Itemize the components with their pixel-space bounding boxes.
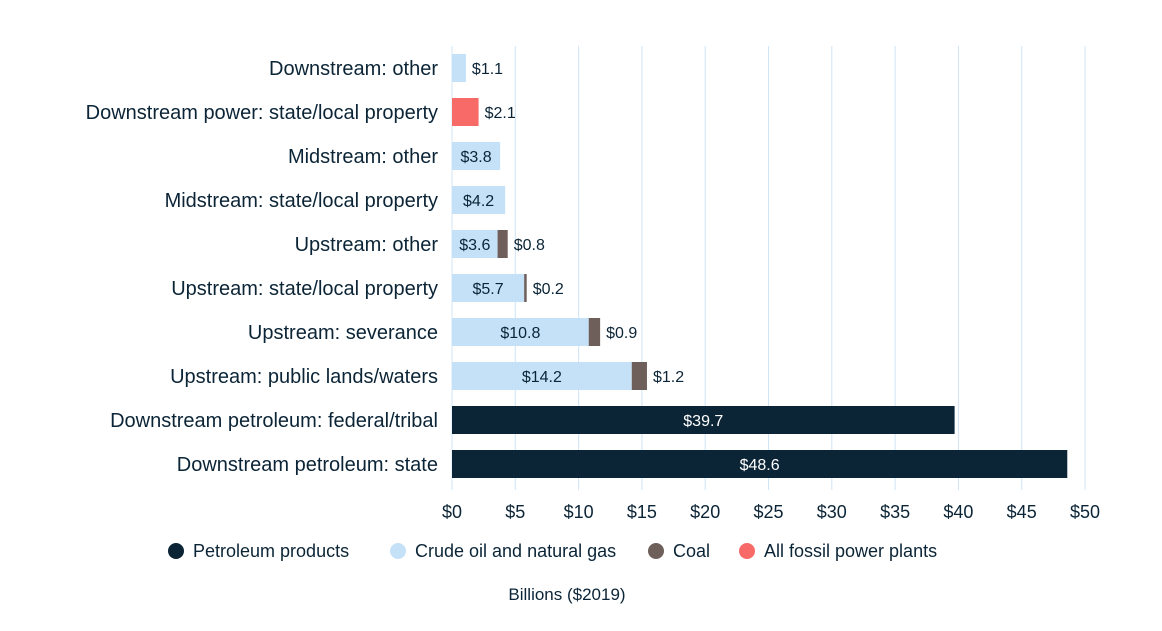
category-label: Upstream: state/local property [171, 278, 438, 300]
bar-segment [452, 54, 466, 82]
category-label: Midstream: other [288, 146, 438, 168]
data-label: $1.1 [472, 61, 503, 78]
x-tick-label: $25 [753, 502, 783, 522]
bar-segment [452, 186, 506, 214]
data-label: $10.8 [500, 325, 540, 342]
x-tick-label: $35 [880, 502, 910, 522]
x-tick-label: $20 [690, 502, 720, 522]
data-label: $3.8 [460, 149, 491, 166]
bar-segment [452, 450, 1068, 478]
legend-label: Petroleum products [193, 541, 349, 561]
data-label: $5.7 [473, 281, 504, 298]
category-label: Upstream: severance [248, 322, 438, 344]
x-tick-label: $50 [1070, 502, 1100, 522]
category-label: Upstream: public lands/waters [170, 366, 438, 388]
x-tick-label: $5 [505, 502, 525, 522]
category-label: Upstream: other [295, 234, 439, 256]
data-label: $0.8 [514, 237, 545, 254]
data-label: $0.9 [606, 325, 637, 342]
legend-item: Coal [648, 541, 710, 561]
x-axis-tick-labels: $0 $5 $10 $15 $20 $25 $30 $35 $40 $45 $50 [442, 502, 1100, 522]
legend-item: All fossil power plants [739, 541, 937, 561]
bar-segment [452, 230, 498, 258]
x-tick-label: $40 [943, 502, 973, 522]
legend-swatch [739, 543, 755, 559]
legend-swatch [648, 543, 664, 559]
legend-label: All fossil power plants [764, 541, 937, 561]
bar-segment [452, 406, 955, 434]
legend-label: Coal [673, 541, 710, 561]
legend-swatch [168, 543, 184, 559]
x-tick-label: $15 [627, 502, 657, 522]
bar-segment [452, 142, 501, 170]
data-label: $2.1 [485, 105, 516, 122]
bar-segment [452, 98, 479, 126]
data-label: $48.6 [740, 457, 780, 474]
category-label: Downstream petroleum: state [177, 454, 438, 476]
bar-segment [452, 362, 632, 390]
x-tick-label: $45 [1007, 502, 1037, 522]
category-label: Downstream power: state/local property [86, 102, 438, 124]
legend-item: Crude oil and natural gas [390, 541, 616, 561]
bar-segment [452, 318, 589, 346]
legend-item: Petroleum products [168, 541, 349, 561]
x-axis-title: Billions ($2019) [508, 585, 625, 604]
category-label: Downstream: other [269, 58, 438, 80]
data-label: $3.6 [459, 237, 490, 254]
bar-segment [497, 230, 508, 258]
bar-segment [524, 274, 527, 302]
data-label: $1.2 [653, 369, 684, 386]
legend-swatch [390, 543, 406, 559]
grid-lines [451, 46, 1086, 490]
bars: $1.1 $2.1 $3.8 $4.2 $3.6 $0.8 $5.7 $0.2 $10.8 $0.… [452, 54, 1068, 478]
bar-segment [588, 318, 601, 346]
legend: Petroleum products Crude oil and natural … [168, 541, 937, 561]
x-tick-label: $30 [817, 502, 847, 522]
data-label: $14.2 [522, 369, 562, 386]
legend-label: Crude oil and natural gas [415, 541, 616, 561]
bar-segment [631, 362, 647, 390]
category-label: Midstream: state/local property [165, 190, 438, 212]
data-label: $4.2 [463, 193, 494, 210]
bar-segment [452, 274, 525, 302]
data-label: $39.7 [683, 413, 723, 430]
category-label: Downstream petroleum: federal/tribal [110, 410, 438, 432]
category-labels: Downstream: other Downstream power: state… [86, 58, 439, 476]
data-label: $0.2 [533, 281, 564, 298]
x-tick-label: $0 [442, 502, 462, 522]
x-tick-label: $10 [564, 502, 594, 522]
